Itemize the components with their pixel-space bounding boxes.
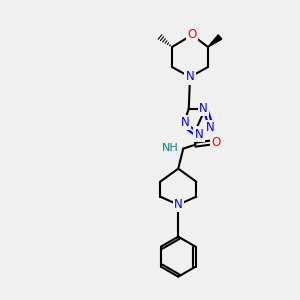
Text: N: N [195,128,203,140]
Text: N: N [206,121,215,134]
Text: NH: NH [161,143,178,153]
Polygon shape [208,35,222,47]
Text: N: N [199,102,208,115]
Text: N: N [186,70,194,83]
Text: N: N [181,116,190,129]
Text: O: O [212,136,221,149]
Text: O: O [188,28,196,41]
Text: N: N [174,198,183,211]
